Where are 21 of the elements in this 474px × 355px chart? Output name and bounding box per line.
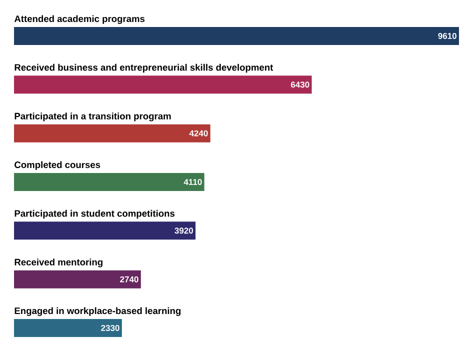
y-tick-label: Attended academic programs xyxy=(14,15,145,24)
data-label: 4240 xyxy=(189,130,208,136)
bar xyxy=(14,319,122,337)
y-tick-label: Completed courses xyxy=(14,161,100,170)
bar xyxy=(14,76,312,94)
y-tick-label: Engaged in workplace-based learning xyxy=(14,307,181,316)
data-label: 3920 xyxy=(174,228,193,234)
y-tick-label: Received mentoring xyxy=(14,258,102,268)
data-label: 2740 xyxy=(120,276,138,282)
y-tick-label: Participated in a transition program xyxy=(14,112,171,122)
bar xyxy=(14,26,459,45)
data-label: 9610 xyxy=(438,32,456,39)
bar xyxy=(14,222,196,240)
y-tick-label: Received business and entrepreneurial skills development xyxy=(14,64,274,73)
data-label: 4110 xyxy=(184,178,202,185)
data-label: 2330 xyxy=(101,324,120,332)
bar xyxy=(14,124,210,142)
y-tick-label: Participated in student competitions xyxy=(14,210,175,219)
bar xyxy=(14,270,141,288)
bar xyxy=(14,172,204,191)
data-label: 6430 xyxy=(290,82,310,88)
